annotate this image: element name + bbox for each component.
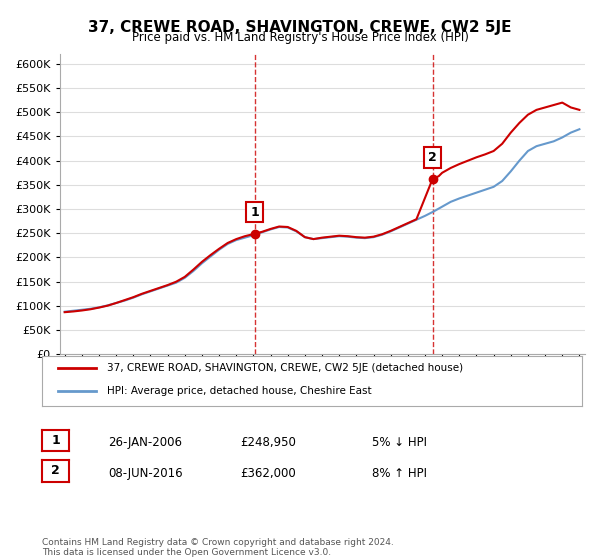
Text: 37, CREWE ROAD, SHAVINGTON, CREWE, CW2 5JE (detached house): 37, CREWE ROAD, SHAVINGTON, CREWE, CW2 5… (107, 363, 463, 373)
Text: 2: 2 (51, 464, 60, 478)
Text: £362,000: £362,000 (240, 466, 296, 480)
Text: 5% ↓ HPI: 5% ↓ HPI (372, 436, 427, 449)
Text: 1: 1 (51, 433, 60, 447)
Text: Price paid vs. HM Land Registry's House Price Index (HPI): Price paid vs. HM Land Registry's House … (131, 31, 469, 44)
Text: 8% ↑ HPI: 8% ↑ HPI (372, 466, 427, 480)
Text: Contains HM Land Registry data © Crown copyright and database right 2024.
This d: Contains HM Land Registry data © Crown c… (42, 538, 394, 557)
Text: HPI: Average price, detached house, Cheshire East: HPI: Average price, detached house, Ches… (107, 386, 371, 396)
Text: 08-JUN-2016: 08-JUN-2016 (108, 466, 182, 480)
Text: 2: 2 (428, 151, 437, 164)
Text: 37, CREWE ROAD, SHAVINGTON, CREWE, CW2 5JE: 37, CREWE ROAD, SHAVINGTON, CREWE, CW2 5… (88, 20, 512, 35)
Text: 1: 1 (250, 206, 259, 218)
Text: 26-JAN-2006: 26-JAN-2006 (108, 436, 182, 449)
Text: £248,950: £248,950 (240, 436, 296, 449)
